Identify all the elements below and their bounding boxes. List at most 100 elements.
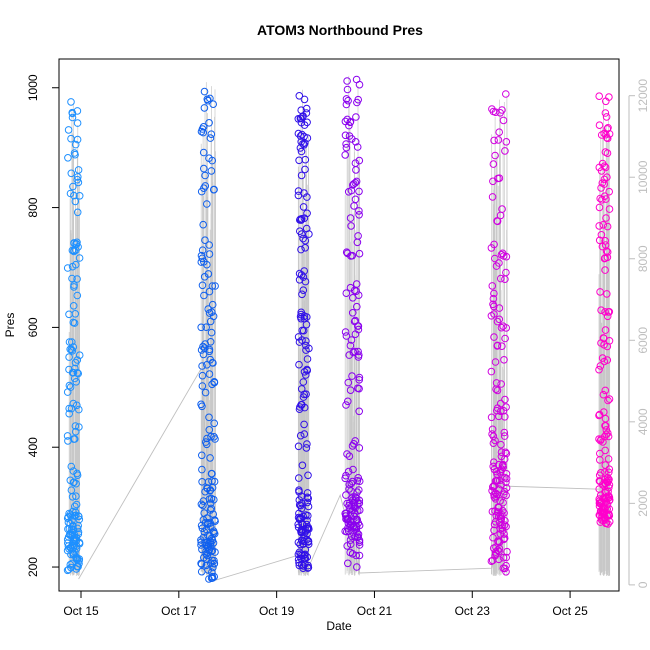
data-point [199, 148, 208, 157]
data-point [210, 433, 218, 441]
data-point [67, 462, 76, 471]
data-point [351, 195, 360, 204]
data-point [71, 435, 79, 443]
data-point [355, 249, 364, 258]
data-point [597, 498, 606, 507]
data-point [355, 207, 363, 215]
data-point [500, 530, 508, 538]
data-point [345, 452, 354, 461]
data-point [199, 123, 208, 131]
data-point [351, 330, 360, 339]
data-point [355, 444, 364, 452]
data-point [304, 540, 313, 549]
y-tick-label: 1000 [26, 74, 40, 101]
data-point [70, 191, 78, 200]
data-point [75, 351, 84, 360]
data-point [595, 410, 604, 419]
data-point [69, 536, 78, 545]
data-point [497, 250, 506, 259]
data-point [491, 358, 500, 366]
data-point [603, 173, 611, 181]
data-point [298, 112, 307, 121]
data-point [207, 130, 216, 138]
data-point [502, 474, 511, 483]
data-point [355, 156, 364, 165]
data-point [304, 471, 312, 480]
data-point [302, 104, 311, 113]
data-point [64, 437, 72, 445]
data-point [202, 561, 211, 570]
data-point [297, 215, 306, 223]
data-point [71, 502, 79, 511]
data-point [207, 469, 216, 478]
data-point [298, 130, 306, 139]
data-point [67, 486, 76, 495]
data-point [299, 273, 308, 281]
data-point [204, 531, 212, 540]
data-point [205, 370, 214, 378]
data-point [205, 575, 213, 583]
data-point [497, 448, 506, 457]
data-point [200, 164, 208, 173]
data-point [74, 512, 83, 520]
data-point [604, 429, 612, 437]
data-point [346, 118, 355, 127]
data-point [595, 511, 604, 519]
data-point [303, 525, 312, 533]
data-point [502, 324, 511, 332]
data-point [352, 166, 360, 174]
data-point [498, 526, 507, 535]
data-point [206, 454, 214, 462]
data-point [298, 461, 307, 470]
data-point [208, 308, 216, 317]
data-point [298, 290, 306, 299]
data-point [598, 179, 607, 187]
data-point [502, 470, 511, 478]
data-point [344, 378, 353, 387]
data-point [68, 274, 76, 283]
data-point [72, 479, 80, 488]
data-point [198, 382, 207, 390]
data-point [203, 200, 211, 208]
plot-frame [58, 58, 620, 592]
data-point [501, 275, 509, 284]
data-point [490, 465, 499, 474]
data-point [601, 308, 609, 316]
data-point [494, 136, 503, 144]
data-point [602, 195, 610, 203]
data-point [201, 182, 210, 190]
data-point [68, 347, 77, 355]
data-point [493, 317, 502, 326]
data-point [350, 286, 359, 295]
data-point [301, 139, 309, 147]
data-point [205, 345, 214, 354]
data-point [355, 538, 364, 547]
data-point [487, 413, 496, 422]
data-point [345, 351, 354, 359]
data-point [601, 488, 610, 497]
data-point [197, 541, 205, 549]
data-point [70, 149, 79, 157]
data-point [65, 353, 73, 361]
data-point [294, 442, 303, 451]
data-point [71, 197, 80, 206]
data-point [346, 283, 355, 292]
data-point [355, 187, 363, 196]
data-point [64, 513, 73, 521]
data-point [75, 423, 83, 431]
data-point [605, 468, 613, 477]
data-point [299, 234, 307, 243]
data-point [488, 193, 497, 201]
data-point [495, 476, 504, 485]
data-point [71, 422, 80, 430]
data-point [502, 568, 510, 576]
data-point [342, 289, 351, 298]
data-point [353, 238, 362, 247]
x-tick-label: Oct 21 [357, 604, 393, 618]
data-point [202, 555, 211, 564]
data-point [301, 244, 310, 252]
data-point [501, 517, 509, 525]
data-point [197, 323, 205, 332]
data-point [600, 341, 608, 349]
data-point [202, 323, 210, 332]
